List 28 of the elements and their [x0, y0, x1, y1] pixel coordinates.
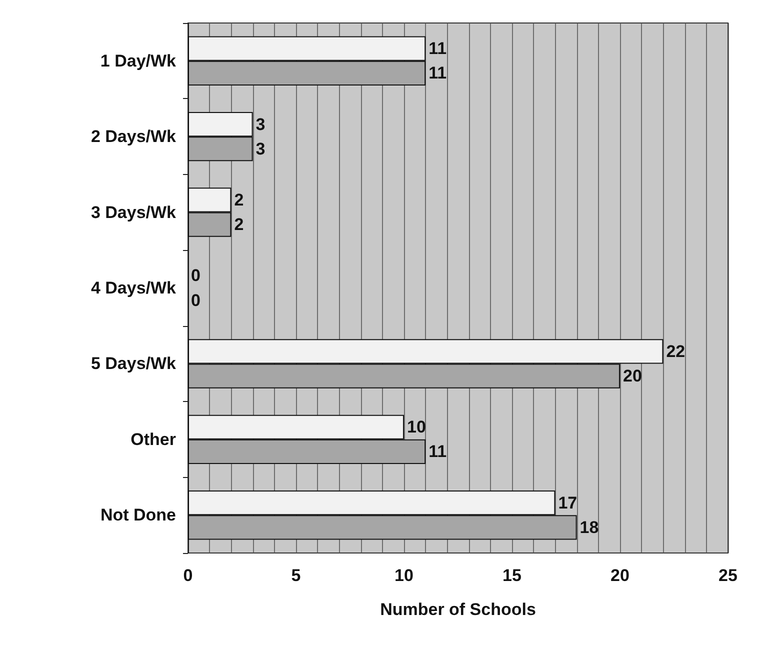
- data-label: 11: [428, 64, 447, 83]
- y-tick-label: 2 Days/Wk: [90, 127, 177, 146]
- data-label: 10: [407, 418, 426, 437]
- data-label: 18: [580, 518, 599, 537]
- y-tick-label: Not Done: [100, 506, 176, 525]
- data-label: 17: [558, 493, 578, 512]
- y-tick-label: 1 Day/Wk: [100, 51, 177, 70]
- data-label: 0: [191, 290, 200, 310]
- x-tick-label: 20: [610, 566, 630, 585]
- y-tick-label: 4 Days/Wk: [90, 278, 177, 298]
- data-label: 2: [234, 190, 244, 210]
- data-label: 3: [256, 139, 266, 158]
- x-tick-label: 25: [718, 566, 738, 585]
- y-tick-label: 3 Days/Wk: [90, 202, 177, 222]
- y-tick-label: Other: [130, 430, 176, 449]
- data-label: 11: [428, 39, 447, 58]
- data-label: 3: [256, 114, 266, 134]
- x-tick-label: 10: [394, 566, 414, 585]
- data-label: 22: [666, 342, 686, 361]
- x-tick-label: 5: [291, 566, 301, 585]
- data-label: 0: [191, 266, 200, 286]
- data-label: 20: [623, 366, 642, 386]
- data-label: 2: [234, 215, 244, 234]
- y-tick-label: 5 Days/Wk: [90, 354, 177, 374]
- x-tick-label: 15: [502, 566, 522, 585]
- data-label: 11: [428, 442, 447, 462]
- x-axis-title: Number of Schools: [380, 600, 536, 619]
- x-tick-label: 0: [183, 566, 193, 585]
